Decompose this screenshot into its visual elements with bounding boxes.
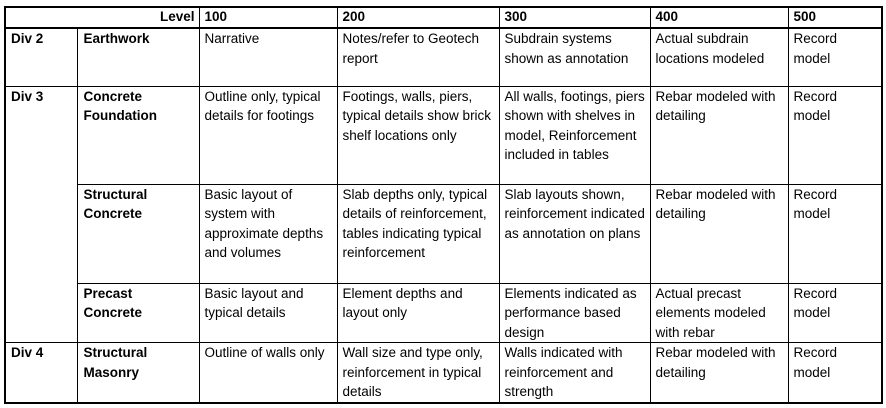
lod-100-cell: Outline of walls only xyxy=(198,342,338,404)
lod-400-cell: Actual subdrain locations modeled xyxy=(649,27,789,87)
lod-400-cell: Rebar modeled with detailing xyxy=(649,85,789,185)
lod-200-cell: Slab depths only, typical details of rei… xyxy=(336,183,500,284)
table-row: Precast Concrete Basic layout and typica… xyxy=(5,282,883,343)
lod-500-cell: Record model xyxy=(787,27,883,87)
lod-500-cell: Record model xyxy=(787,342,883,404)
table-row: Div 3 Concrete Foundation Outline only, … xyxy=(4,85,883,343)
lod-400-cell: Actual precast elements modeled with reb… xyxy=(649,282,789,343)
lod-100-cell: Basic layout and typical details xyxy=(198,282,338,343)
level-label: Level xyxy=(4,6,200,29)
level-400-header: 400 xyxy=(649,6,789,29)
lod-100-cell: Outline only, typical details for footin… xyxy=(198,85,338,185)
category-cell: Precast Concrete xyxy=(76,282,200,343)
lod-500-cell: Record model xyxy=(787,282,883,343)
level-500-header: 500 xyxy=(787,6,883,29)
level-200-header: 200 xyxy=(336,6,500,29)
category-cell: Structural Concrete xyxy=(76,183,200,284)
lod-200-cell: Element depths and layout only xyxy=(336,282,500,343)
level-100-header: 100 xyxy=(198,6,338,29)
lod-500-cell: Record model xyxy=(787,85,883,185)
table-row: Div 4 Structural Masonry Outline of wall… xyxy=(4,342,883,404)
table-row: Div 2 Earthwork Narrative Notes/refer to… xyxy=(4,27,883,87)
lod-300-cell: Walls indicated with reinforcement and s… xyxy=(498,342,651,404)
lod-200-cell: Wall size and type only, reinforcement i… xyxy=(336,342,500,404)
division-cell: Div 4 xyxy=(4,342,78,404)
lod-300-cell: Slab layouts shown, reinforcement indica… xyxy=(498,183,651,284)
lod-table: Level 100 200 300 400 500 Div 2 Earthwor… xyxy=(4,6,883,404)
category-cell: Concrete Foundation xyxy=(76,85,200,185)
lod-300-cell: All walls, footings, piers shown with sh… xyxy=(498,85,651,185)
category-cell: Earthwork xyxy=(76,27,200,87)
division-cell: Div 3 xyxy=(4,85,78,343)
lod-200-cell: Notes/refer to Geotech report xyxy=(336,27,500,87)
lod-300-cell: Elements indicated as performance based … xyxy=(498,282,651,343)
table-row: Structural Concrete Basic layout of syst… xyxy=(5,183,883,284)
lod-400-cell: Rebar modeled with detailing xyxy=(649,342,789,404)
header-row: Level 100 200 300 400 500 xyxy=(4,6,883,29)
lod-400-cell: Rebar modeled with detailing xyxy=(649,183,789,284)
division-cell: Div 2 xyxy=(4,27,78,87)
level-300-header: 300 xyxy=(498,6,651,29)
lod-200-cell: Footings, walls, piers, typical details … xyxy=(336,85,500,185)
category-cell: Structural Masonry xyxy=(76,342,200,404)
lod-100-cell: Narrative xyxy=(198,27,338,87)
lod-500-cell: Record model xyxy=(787,183,883,284)
lod-300-cell: Subdrain systems shown as annotation xyxy=(498,27,651,87)
lod-100-cell: Basic layout of system with approximate … xyxy=(198,183,338,284)
